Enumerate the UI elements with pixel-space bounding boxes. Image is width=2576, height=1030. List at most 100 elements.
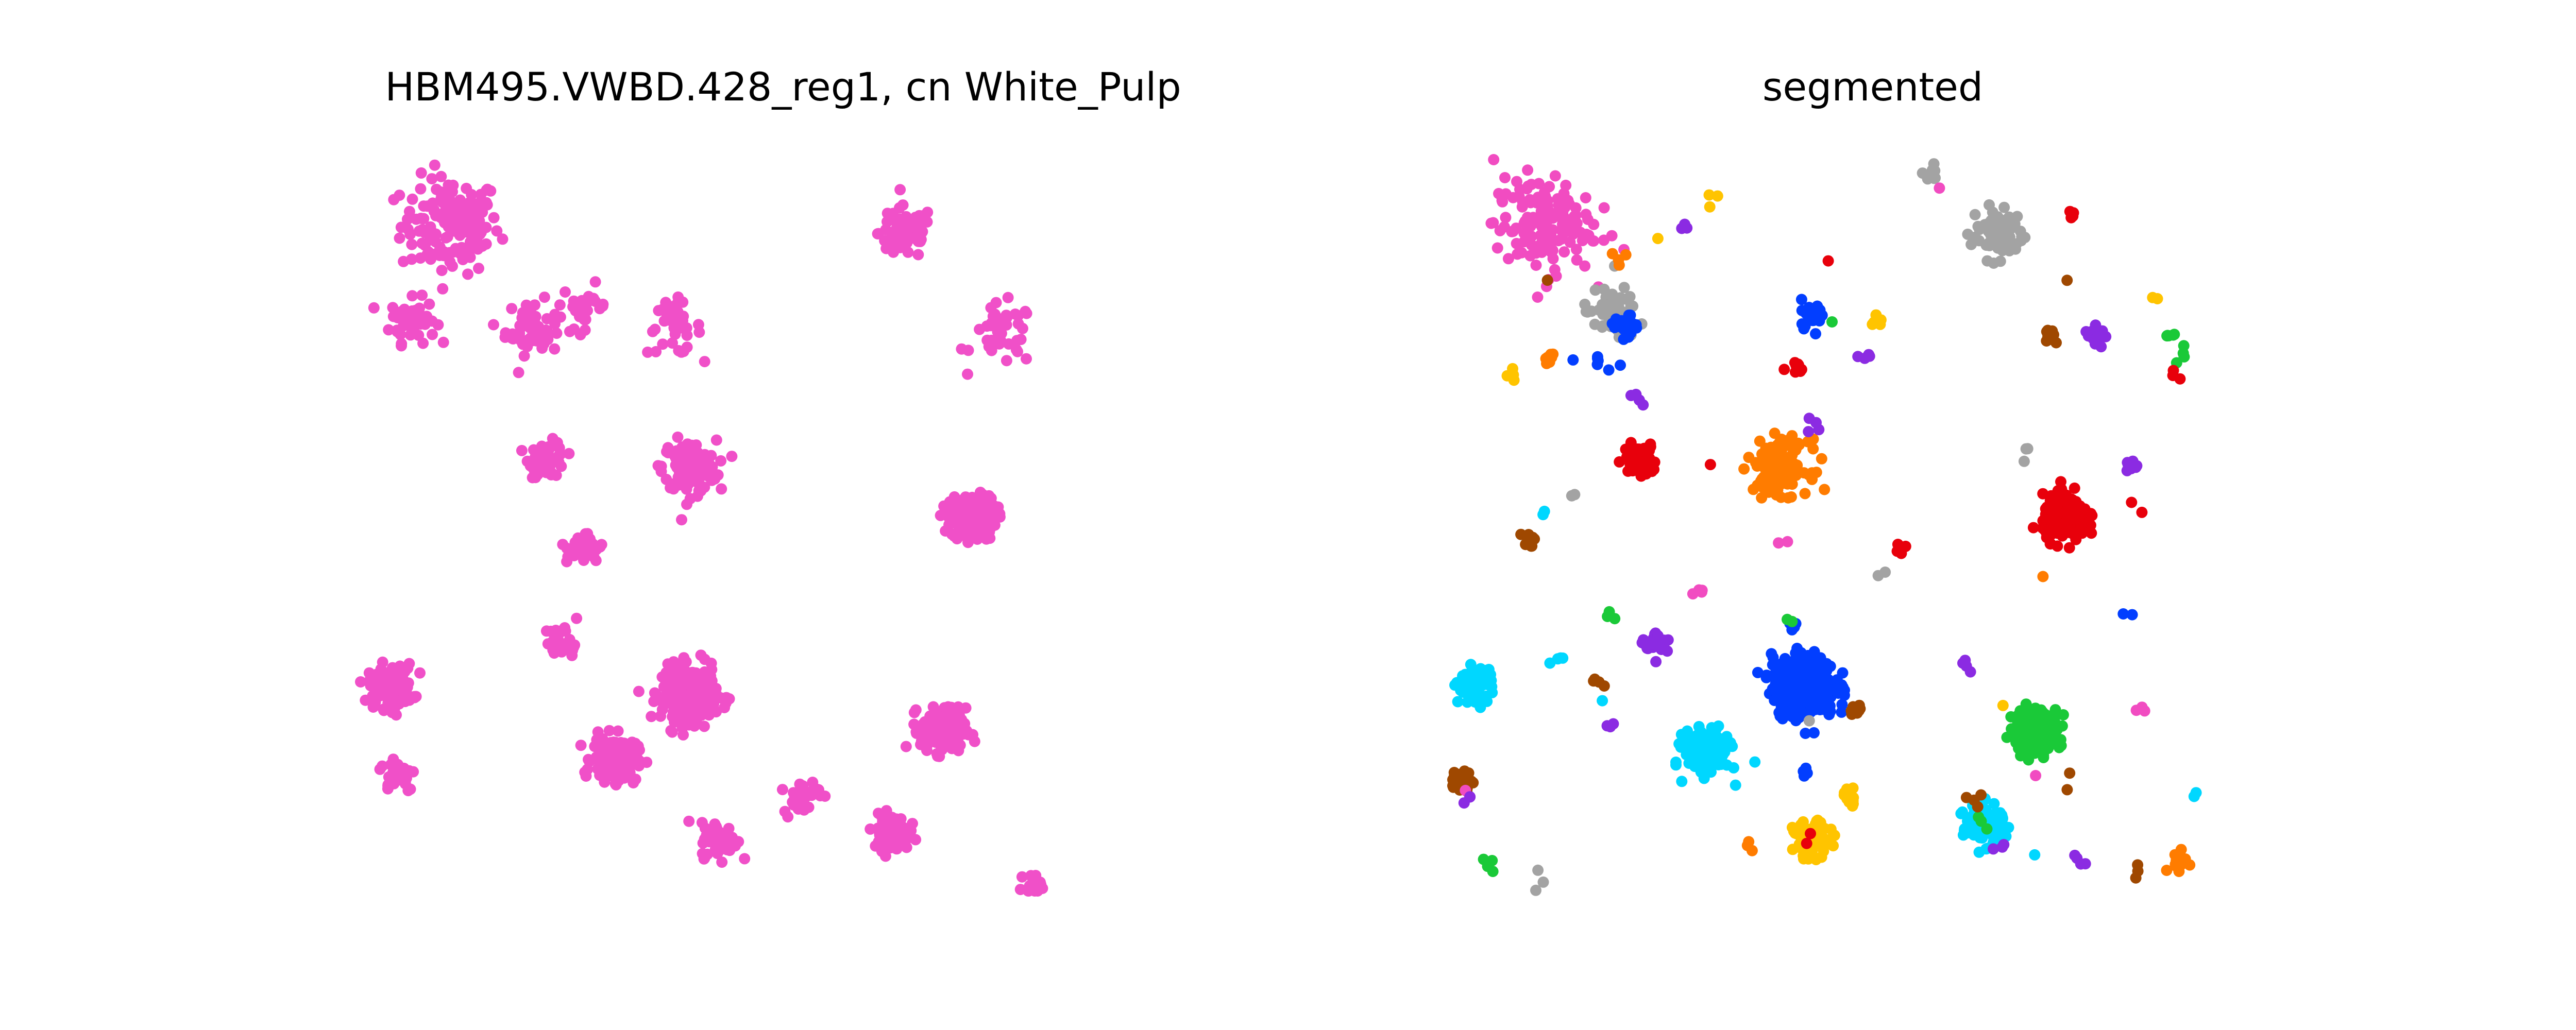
data-point [1716,738,1728,750]
data-point [590,555,602,566]
data-point [497,233,509,245]
data-point [1988,798,2000,810]
data-point [1002,291,1014,303]
data-point [1487,866,1499,878]
data-point [1704,201,1716,213]
data-point [1704,459,1716,471]
data-point [549,343,561,355]
data-point [708,697,720,709]
data-point [2022,720,2033,732]
data-point [1530,260,1542,271]
data-point [926,712,938,724]
data-point [488,319,499,331]
data-point [1650,656,1662,667]
data-point [705,833,717,845]
data-point [609,770,621,781]
data-point [1532,864,1544,876]
data-point [1819,484,1831,495]
data-point [1630,388,1642,400]
data-point [1037,883,1048,894]
data-point [367,701,379,713]
data-point [900,741,912,752]
data-point [1606,248,1618,260]
data-point [1487,217,1499,229]
data-point [368,302,380,314]
data-point [383,324,395,336]
data-point [1480,675,1492,686]
data-point [1767,659,1778,671]
data-point [873,808,884,819]
data-point [912,249,924,261]
data-point [1641,462,1653,474]
data-point [598,752,609,764]
data-point [1826,316,1838,328]
data-point [1872,570,1884,581]
data-point [454,194,466,206]
data-point [2167,329,2179,341]
data-point [1773,537,1785,549]
data-point [2067,207,2079,219]
data-point [1711,190,1723,202]
data-point [1777,713,1788,725]
data-point [681,499,692,510]
data-point [1836,699,1848,710]
data-point [1588,218,1600,230]
data-point [480,197,492,209]
data-point [2126,609,2138,621]
data-point [678,652,690,664]
data-point [1824,684,1836,696]
data-point [426,173,438,185]
data-point [1480,690,1492,702]
data-point [699,720,710,732]
data-point [671,313,683,324]
data-point [2010,243,2022,255]
data-point [400,308,412,320]
data-point [388,194,400,205]
data-point [668,706,680,717]
data-point [1532,291,1544,303]
data-point [1574,227,1586,238]
data-point [418,227,430,238]
data-point [1500,188,1512,200]
data-point [2043,518,2055,529]
data-point [2016,231,2028,243]
data-point [1529,533,1540,545]
data-point [1997,699,2009,711]
data-point [1540,230,1552,242]
data-point [1630,319,1642,331]
data-point [942,510,954,522]
data-point [415,167,427,179]
data-point [2167,365,2179,376]
data-point [449,215,461,227]
data-point [668,656,680,668]
data-point [387,753,399,765]
data-point [1816,453,1827,465]
data-point [711,848,723,860]
data-point [606,743,618,754]
data-point [568,323,580,335]
data-point [1596,321,1608,333]
data-point [1675,729,1687,741]
data-point [1506,226,1518,237]
data-point [942,701,954,713]
data-point [987,311,999,322]
data-point [1799,488,1811,500]
data-point [1486,855,1498,866]
data-point [580,314,591,325]
data-point [1539,191,1551,202]
data-point [1917,167,1928,179]
data-point [2010,736,2022,748]
data-point [447,260,458,272]
data-point [2174,373,2186,385]
data-point [360,694,371,706]
data-point [2062,507,2074,519]
data-point [1988,843,1999,855]
data-point [1520,539,1532,551]
data-point [1800,307,1812,319]
data-point [454,224,466,235]
data-point [1813,424,1825,436]
data-point [706,825,718,836]
data-point [1868,317,1880,329]
data-point [646,711,657,723]
